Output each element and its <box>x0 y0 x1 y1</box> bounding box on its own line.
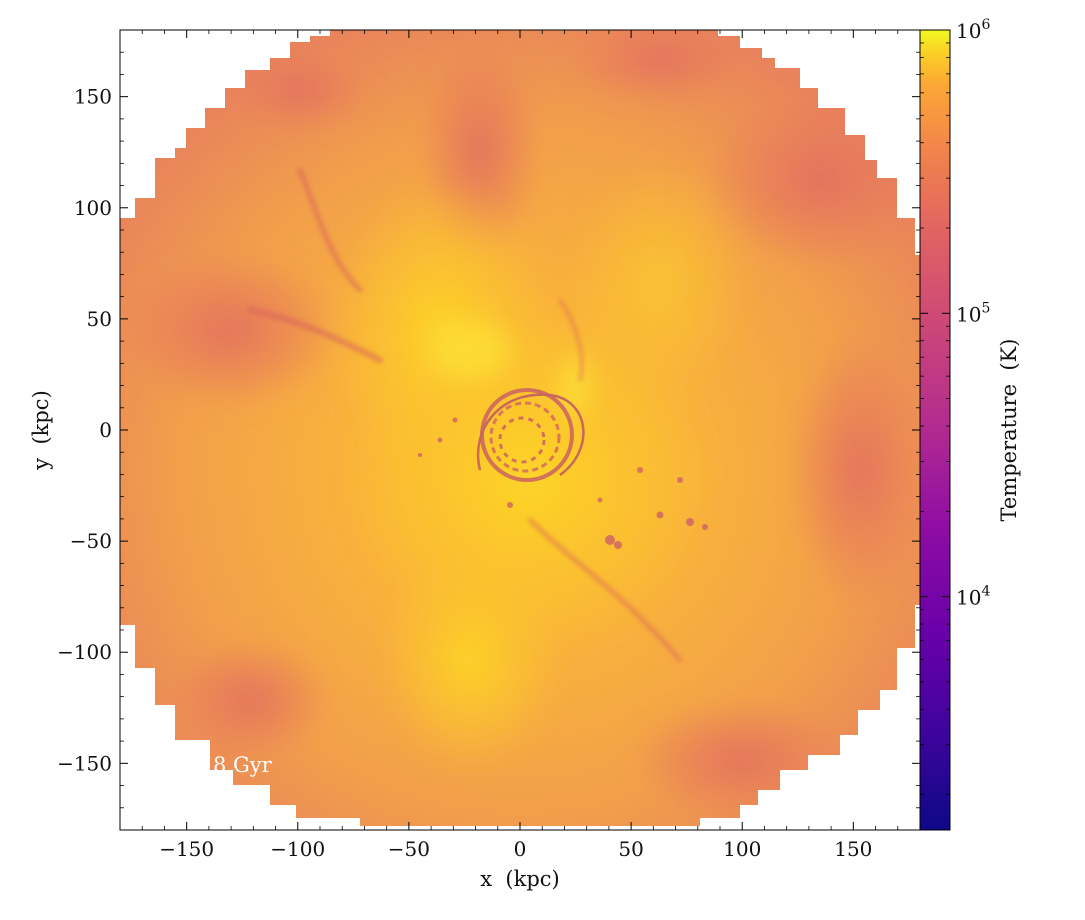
y-tick-label: −150 <box>57 751 112 775</box>
x-axis-ticks: −150 −100 −50 0 50 100 150 <box>119 30 921 861</box>
x-tick-label: 150 <box>834 837 872 861</box>
y-tick-label: 0 <box>99 418 112 442</box>
temperature-map-image <box>120 30 920 826</box>
y-tick-label: 50 <box>87 307 112 331</box>
y-tick-label: 100 <box>74 196 112 220</box>
colorbar-label: Temperature (K) <box>997 338 1021 521</box>
time-annotation: 8 Gyr <box>213 753 273 777</box>
x-axis-label: x (kpc) <box>480 867 560 891</box>
y-tick-label: −100 <box>57 640 112 664</box>
x-tick-label: 0 <box>514 837 527 861</box>
y-axis-label: y (kpc) <box>29 390 53 471</box>
central-disk-feature <box>476 388 585 482</box>
y-axis-ticks: −150 −100 −50 0 50 100 150 <box>57 29 920 831</box>
y-tick-label: −50 <box>70 529 112 553</box>
cool-clumps-feature <box>418 417 708 549</box>
colorbar-tick-label: 104 <box>956 584 990 610</box>
colorbar: 104 105 106 Temperature (K) <box>919 17 1021 831</box>
x-tick-label: −50 <box>388 837 430 861</box>
x-tick-label: 100 <box>723 837 761 861</box>
x-tick-label: −100 <box>270 837 325 861</box>
colorbar-gradient <box>919 29 951 831</box>
x-tick-label: −150 <box>159 837 214 861</box>
x-tick-label: 50 <box>618 837 643 861</box>
colorbar-tick-label: 106 <box>956 17 990 43</box>
y-tick-label: 150 <box>74 85 112 109</box>
colorbar-tick-label: 105 <box>956 300 990 326</box>
